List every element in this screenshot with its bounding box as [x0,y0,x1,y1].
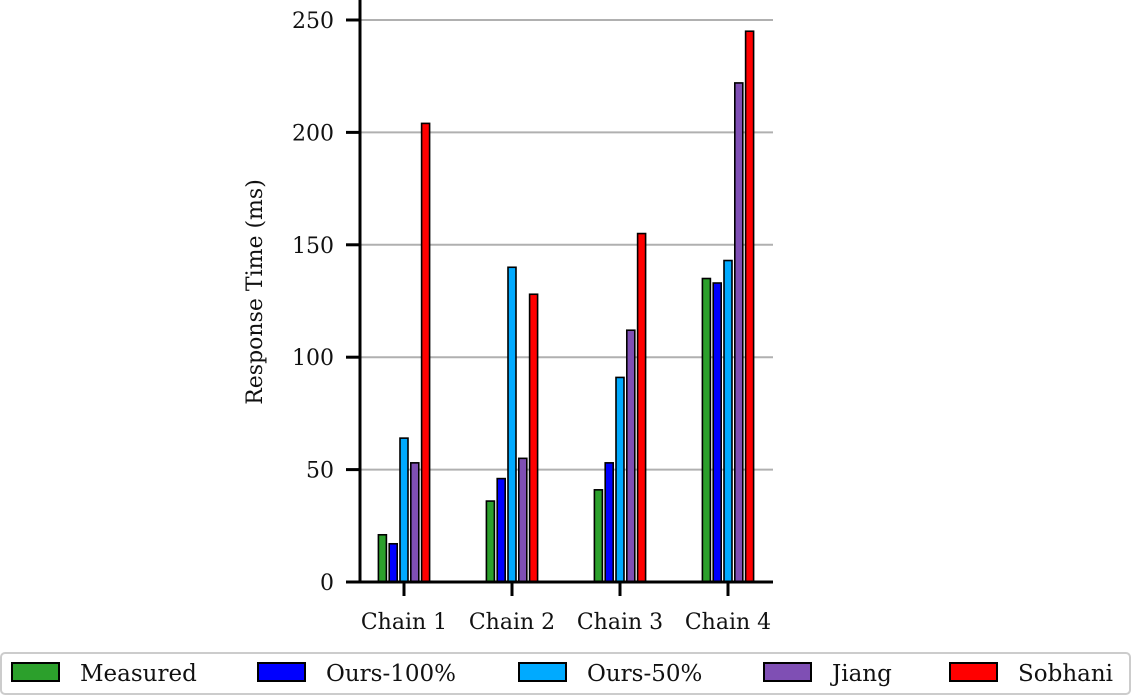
y-tick-label: 0 [320,571,334,596]
bar-ours-50--4 [723,259,733,583]
x-tick-label: Chain 2 [469,610,555,635]
bar-measured-1 [377,533,388,583]
legend-label: Jiang [830,661,892,687]
bar-ours-100--2 [496,477,507,583]
bar-ours-50--3 [615,376,625,583]
y-tick-label: 100 [292,346,334,371]
bar-measured-4 [701,277,712,583]
bar-sobhani-4 [744,30,755,583]
bar-measured-3 [593,489,604,583]
bar-ours-50--2 [507,266,517,583]
bars [377,30,755,583]
bar-sobhani-2 [528,293,539,583]
bar-ours-100--4 [712,282,723,583]
legend-swatch [11,662,60,682]
legend-label: Ours-100% [326,661,456,687]
legend-label: Measured [80,661,197,687]
x-tick-label: Chain 4 [685,610,771,635]
y-tick-label: 200 [292,121,334,146]
x-tick-label: Chain 1 [361,610,447,635]
y-ticks: 0 50 100 150 200 250 [292,9,360,596]
x-ticks: Chain 1 Chain 2 Chain 3 Chain 4 [361,582,771,635]
axes [346,0,773,584]
legend-swatch [949,662,998,682]
bar-ours-50--1 [399,437,409,583]
bar-jiang-3 [625,329,636,583]
y-axis-title: Response Time (ms) [243,179,268,405]
bar-jiang-2 [517,457,528,583]
legend-label: Sobhani [1018,661,1113,687]
bar-measured-2 [485,500,496,583]
bar-jiang-1 [409,462,420,583]
x-tick-label: Chain 3 [577,610,663,635]
y-tick-label: 50 [306,459,334,484]
y-tick-label: 250 [292,9,334,34]
legend-swatch [518,662,567,682]
legend: Measured Ours-100% Ours-50% Jiang Sobhani [0,652,1131,695]
legend-swatch [257,662,306,682]
bar-sobhani-3 [636,232,647,583]
y-tick-label: 150 [292,234,334,259]
legend-swatch [763,662,812,682]
bar-jiang-4 [733,82,744,583]
bar-sobhani-1 [420,122,431,583]
bar-ours-100--1 [388,542,399,583]
legend-label: Ours-50% [587,661,702,687]
bar-ours-100--3 [604,462,615,583]
